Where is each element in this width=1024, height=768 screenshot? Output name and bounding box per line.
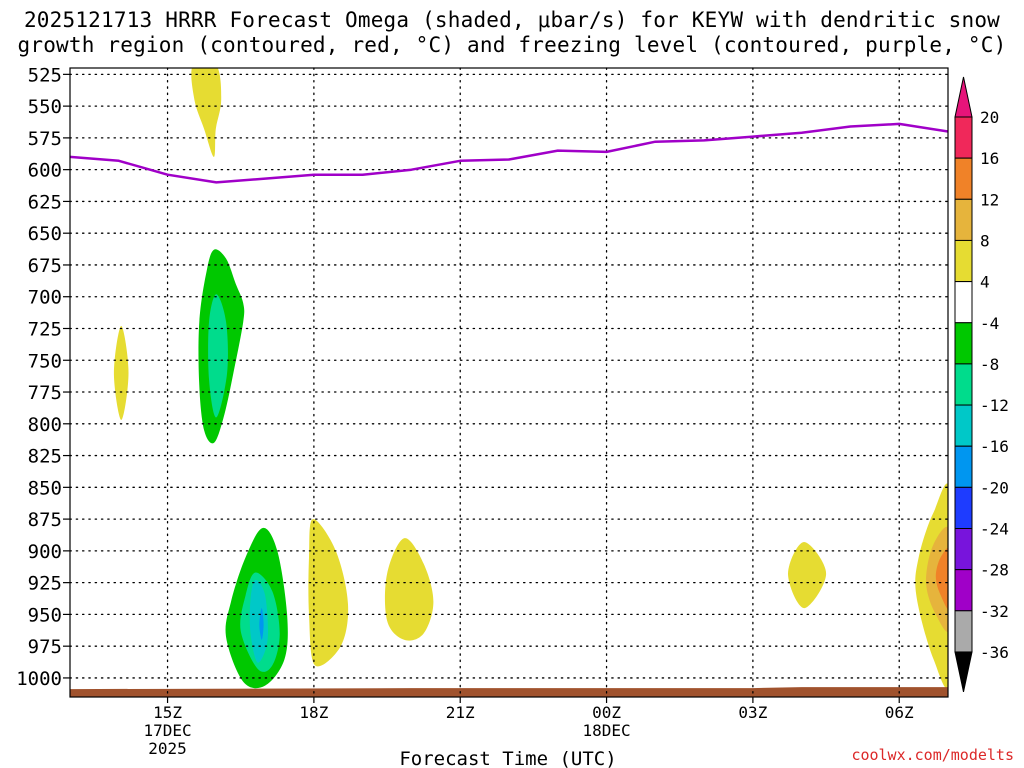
terrain-layer — [70, 687, 948, 697]
colorbar-swatch-2 — [954, 198, 973, 241]
omega-region-3 — [208, 294, 228, 418]
colorbar-swatch-0 — [954, 116, 973, 159]
y-tick-label-725: 725 — [28, 318, 62, 340]
colorbar-swatch-9 — [954, 486, 973, 530]
colorbar-label-0: 20 — [980, 108, 999, 127]
y-tick-label-975: 975 — [28, 636, 62, 658]
y-tick-label-600: 600 — [28, 160, 62, 182]
y-tick-label-650: 650 — [28, 223, 62, 245]
colorbar-label-6: -8 — [980, 355, 999, 374]
omega-region-7 — [259, 608, 264, 640]
credit-text: coolwx.com/modelts — [851, 746, 1014, 764]
colorbar-swatch-10 — [954, 528, 973, 571]
y-tick-label-900: 900 — [28, 541, 62, 563]
chart-title: 2025121713 HRRR Forecast Omega (shaded, … — [0, 8, 1024, 58]
colorbar-bottom-arrow — [954, 651, 973, 693]
colorbar-label-11: -28 — [980, 561, 1009, 580]
y-tick-label-675: 675 — [28, 255, 62, 277]
omega-region-6 — [249, 580, 268, 663]
y-tick-label-800: 800 — [28, 414, 62, 436]
y-tick-label-950: 950 — [28, 604, 62, 626]
y-tick-label-625: 625 — [28, 191, 62, 213]
omega-shading — [113, 68, 948, 689]
colorbar-label-9: -20 — [980, 478, 1009, 497]
colorbar-label-1: 16 — [980, 149, 999, 168]
colorbar-label-7: -12 — [980, 396, 1009, 415]
colorbar-label-2: 12 — [980, 190, 999, 209]
freezing-level-layer — [69, 122, 949, 184]
x-tick-label-00Z: 00Z — [592, 703, 621, 722]
y-tick-label-1000: 1000 — [16, 668, 62, 690]
y-tick-label-875: 875 — [28, 509, 62, 531]
y-tick-label-750: 750 — [28, 350, 62, 372]
chart-title-line-2: growth region (contoured, red, °C) and f… — [17, 33, 1007, 57]
x-year-label-2025: 2025 — [148, 739, 187, 758]
y-tick-label-525: 525 — [28, 64, 62, 86]
x-tick-label-21Z: 21Z — [446, 703, 475, 722]
omega-region-1 — [113, 326, 129, 420]
plot-frame — [69, 67, 949, 698]
colorbar-label-10: -24 — [980, 520, 1009, 539]
colorbar-swatch-5 — [954, 322, 973, 365]
freezing-level-line — [69, 122, 949, 184]
colorbar-label-12: -32 — [980, 602, 1009, 621]
y-tick-label-550: 550 — [28, 96, 62, 118]
colorbar-swatch-3 — [954, 239, 973, 283]
colorbar-swatch-7 — [954, 404, 973, 447]
omega-region-0 — [191, 68, 222, 157]
y-tick-label-575: 575 — [28, 128, 62, 150]
colorbar-label-8: -16 — [980, 437, 1009, 456]
plot-border — [69, 67, 949, 698]
x-axis-label: Forecast Time (UTC) — [399, 748, 616, 768]
omega-region-10 — [788, 542, 827, 609]
colorbar-label-5: -4 — [980, 314, 999, 333]
colorbar-legend: 20 16 12 8 4 -4 -8 -12 -16 -20 -24 -28 -32 -36 — [954, 76, 1009, 693]
y-axis: 525 550 575 600 625 650 675 700 725 750 775 800 825 8… — [16, 64, 70, 690]
terrain-surface — [70, 687, 948, 697]
colorbar-swatch-11 — [954, 569, 973, 612]
x-date-label-18DEC: 18DEC — [582, 721, 630, 740]
x-tick-label-15Z: 15Z — [153, 703, 182, 722]
colorbar-swatch-1 — [954, 157, 973, 200]
x-tick-label-06Z: 06Z — [885, 703, 914, 722]
colorbar-label-4: 4 — [980, 273, 990, 292]
grid-lines — [69, 67, 949, 698]
colorbar-label-3: 8 — [980, 231, 990, 250]
omega-region-9 — [384, 538, 434, 641]
colorbar-swatch-6 — [954, 363, 973, 406]
y-tick-label-850: 850 — [28, 477, 62, 499]
y-tick-label-825: 825 — [28, 446, 62, 468]
omega-region-13 — [935, 547, 948, 610]
colorbar-top-arrow — [954, 76, 973, 118]
colorbar-swatch-12 — [954, 610, 973, 653]
omega-region-8 — [308, 519, 349, 667]
y-tick-label-775: 775 — [28, 382, 62, 404]
colorbar-swatch-4 — [954, 281, 973, 324]
x-date-label-17DEC: 17DEC — [143, 721, 191, 740]
y-tick-label-700: 700 — [28, 287, 62, 309]
x-tick-label-18Z: 18Z — [299, 703, 328, 722]
y-tick-label-925: 925 — [28, 573, 62, 595]
colorbar-label-13: -36 — [980, 643, 1009, 662]
colorbar-swatch-8 — [954, 445, 973, 488]
x-tick-label-03Z: 03Z — [738, 703, 767, 722]
chart-title-line-1: 2025121713 HRRR Forecast Omega (shaded, … — [23, 8, 1001, 32]
